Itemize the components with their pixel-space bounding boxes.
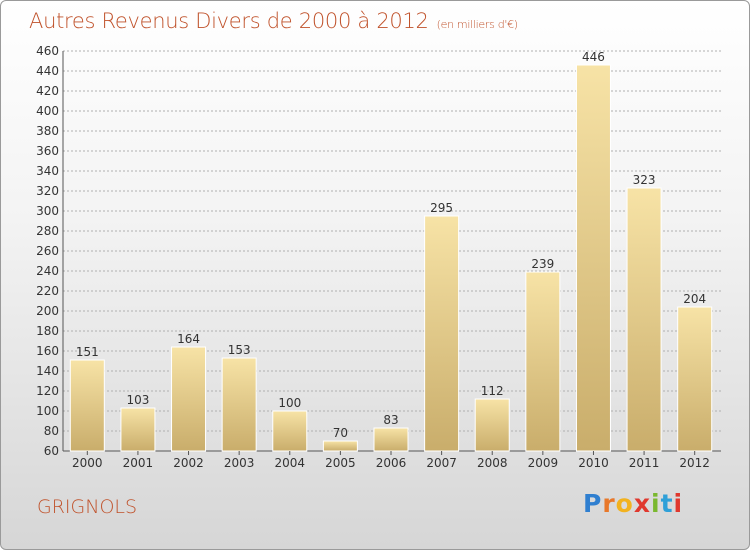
y-tick-label: 380	[36, 124, 59, 138]
proxiti-logo: Proxiti	[583, 489, 683, 518]
y-tick-label: 240	[36, 264, 59, 278]
x-tick-label: 2007	[426, 456, 457, 470]
x-tick-label: 2000	[72, 456, 103, 470]
y-tick-label: 180	[36, 324, 59, 338]
x-tick-label: 2005	[325, 456, 356, 470]
bar	[69, 359, 105, 452]
y-tick-label: 420	[36, 84, 59, 98]
bar-value-label: 204	[683, 292, 706, 306]
bar	[575, 64, 611, 452]
y-tick-label: 80	[44, 424, 59, 438]
bar-value-label: 446	[582, 50, 605, 64]
y-tick-label: 140	[36, 364, 59, 378]
logo-letter: i	[673, 489, 684, 518]
bar-value-label: 70	[333, 426, 348, 440]
logo-letter: r	[602, 489, 616, 518]
bar-value-label: 83	[383, 413, 398, 427]
y-tick-label: 120	[36, 384, 59, 398]
y-tick-label: 400	[36, 104, 59, 118]
y-tick-label: 340	[36, 164, 59, 178]
x-tick-label: 2010	[578, 456, 609, 470]
bar-value-label: 239	[531, 257, 554, 271]
chart-unit: (en milliers d'€)	[436, 18, 518, 31]
y-tick-label: 220	[36, 284, 59, 298]
y-tick-label: 320	[36, 184, 59, 198]
chart-title: Autres Revenus Divers de 2000 à 2012 (en …	[29, 9, 518, 33]
bar-value-label: 164	[177, 332, 200, 346]
bar	[120, 407, 156, 452]
y-tick-label: 100	[36, 404, 59, 418]
bar	[272, 410, 308, 452]
bar-value-label: 112	[481, 384, 504, 398]
logo-letter: i	[651, 489, 661, 518]
bar	[424, 215, 460, 452]
y-tick-label: 360	[36, 144, 59, 158]
y-tick-label: 460	[36, 44, 59, 58]
logo-letter: t	[660, 489, 674, 518]
location-name: GRIGNOLS	[37, 496, 138, 518]
x-tick-label: 2004	[274, 456, 305, 470]
bar-value-label: 100	[278, 396, 301, 410]
bar	[373, 427, 409, 452]
x-tick-label: 2003	[224, 456, 255, 470]
y-tick-label: 440	[36, 64, 59, 78]
x-tick-label: 2012	[679, 456, 710, 470]
logo-letter: o	[615, 489, 634, 518]
chart-title-text: Autres Revenus Divers de 2000 à 2012	[29, 9, 429, 33]
y-tick-label: 200	[36, 304, 59, 318]
bar	[525, 271, 561, 452]
bar-value-label: 323	[633, 173, 656, 187]
y-tick-label: 260	[36, 244, 59, 258]
bar	[171, 346, 207, 452]
x-tick-label: 2002	[173, 456, 204, 470]
y-tick-label: 280	[36, 224, 59, 238]
bar-value-label: 151	[76, 345, 99, 359]
bar	[322, 440, 358, 452]
x-tick-label: 2008	[477, 456, 508, 470]
x-tick-label: 2011	[629, 456, 660, 470]
y-tick-label: 160	[36, 344, 59, 358]
logo-letter: P	[583, 489, 603, 518]
bar-value-label: 295	[430, 201, 453, 215]
bar	[221, 357, 257, 452]
y-tick-label: 60	[44, 444, 59, 458]
bar	[677, 306, 713, 452]
x-tick-label: 2006	[376, 456, 407, 470]
y-tick-label: 300	[36, 204, 59, 218]
bar-value-label: 103	[126, 393, 149, 407]
bar	[626, 187, 662, 452]
x-tick-label: 2009	[528, 456, 559, 470]
bar-value-label: 153	[228, 343, 251, 357]
logo-letter: x	[633, 489, 651, 518]
bar	[474, 398, 510, 452]
x-tick-label: 2001	[123, 456, 154, 470]
